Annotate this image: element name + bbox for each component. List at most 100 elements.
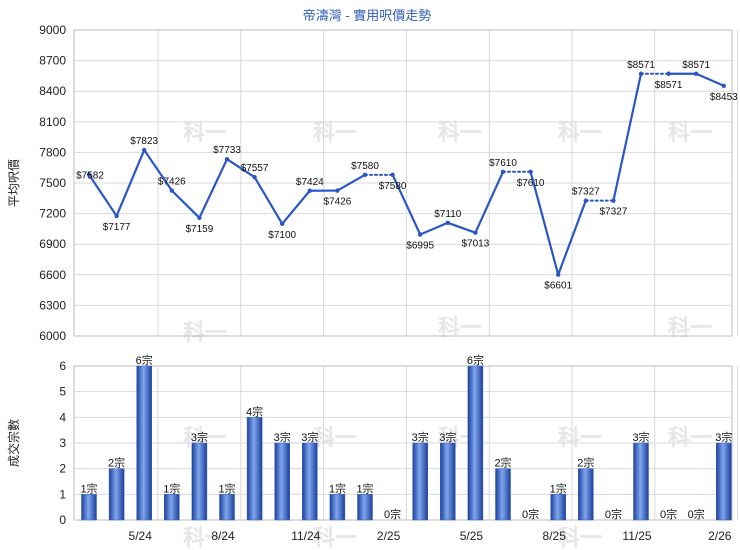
volume-bar [246,417,263,521]
volume-bar-label: 0宗 [660,507,677,521]
price-point [666,71,671,76]
price-line-segment [143,148,173,192]
volume-y-tick-label: 0 [59,513,66,527]
volume-y-axis-label: 成交宗數 [6,419,21,467]
volume-bar [136,365,152,521]
volume-y-ticks: 0 1 2 3 4 5 6 [59,359,66,527]
price-line-segment [281,189,311,225]
price-point-labels: $7582 $7177 $7823 $7426 $7159 $7733$7557 $7100… [76,60,738,292]
price-point [280,221,285,226]
price-y-tick-label: 8100 [39,115,66,129]
price-point [556,272,561,277]
watermark-text: 科一 [558,120,602,145]
price-point-label: $7557 [241,163,269,174]
watermark-text: 科一 [183,525,227,550]
price-line-segment [529,170,560,276]
volume-bar-label: 1宗 [356,481,373,495]
price-y-tick-label: 6900 [39,237,66,251]
price-y-tick-label: 7200 [39,207,66,221]
volume-bar [495,468,511,521]
price-point [362,172,368,178]
price-line-segment [474,170,505,234]
volume-bar-label: 1宗 [218,481,235,495]
volume-y-tick-label: 1 [59,487,66,501]
price-line-segment [225,158,256,179]
price-point-label: $7426 [158,177,186,188]
volume-bar [440,442,456,521]
volume-bar [81,494,97,521]
volume-bar [191,442,208,521]
price-y-axis-label: 平均呎價 [7,159,21,207]
price-line-segment [87,173,118,218]
price-point-label: $7424 [296,177,324,188]
x-tick-label: 11/24 [291,529,320,543]
price-y-ticks: 6000 6300 6600 6900 7200 7500 7800 8100 8400 8700… [39,23,66,343]
price-y-tick-label: 6000 [39,329,66,343]
price-point-label: $7610 [489,158,517,169]
volume-bar-label: 3宗 [191,430,208,444]
watermark-text: 科一 [183,320,227,345]
price-point [500,169,506,174]
price-point [114,213,119,219]
price-y-tick-label: 7500 [39,176,66,190]
volume-bar [274,442,290,521]
volume-bar-label: 2宗 [494,456,511,470]
volume-y-tick-label: 3 [59,436,66,450]
price-point-label: $7582 [76,171,104,182]
volume-y-tick-label: 6 [59,359,66,373]
x-tick-label: 11/25 [622,529,651,543]
price-point-label: $8453 [710,92,738,103]
watermark-text: 科一 [183,120,227,145]
volume-bar [467,365,484,521]
price-point [86,172,92,177]
price-point [694,71,699,76]
volume-bar-label: 1宗 [80,481,97,495]
price-point-label: $7580 [351,161,379,172]
volume-bar [578,468,594,521]
x-tick-label: 5/24 [129,529,153,543]
price-point-label: $7100 [268,230,296,241]
price-y-tick-label: 7800 [39,145,66,159]
volume-bar-label: 0宗 [605,507,622,521]
volume-bar-label: 3宗 [412,430,429,444]
price-point-label: $8571 [655,80,683,91]
volume-bar-label: 0宗 [688,507,705,521]
volume-bar-label: 1宗 [550,481,567,495]
price-point [583,198,588,203]
price-y-tick-label: 9000 [39,23,66,37]
price-point-label: $7823 [130,136,158,147]
volume-bar-label: 3宗 [274,430,291,444]
volume-bar [550,494,566,521]
x-tick-label: 8/24 [211,529,235,543]
price-point-label: $7177 [103,222,131,233]
volume-bar-label: 0宗 [384,507,401,521]
price-point-label: $6995 [406,241,434,252]
volume-bar [357,494,373,521]
price-point [528,169,533,174]
price-point-label: $7610 [517,178,545,189]
price-line-segment [557,199,587,276]
volume-bar [716,442,732,521]
price-line-segment [253,176,284,225]
price-point-label: $8571 [627,60,655,71]
volume-bar [108,468,125,521]
volume-bars [81,365,732,521]
volume-y-tick-label: 4 [59,410,66,424]
price-point-label: $7580 [379,181,407,192]
volume-bar-label: 1宗 [329,481,346,495]
price-point [611,198,616,203]
price-point-label: $7426 [323,197,351,208]
price-y-tick-label: 6600 [39,268,66,282]
price-point [335,188,340,193]
volume-bar [633,442,649,521]
price-point [638,71,644,76]
price-line-segment [170,189,201,219]
x-tick-label: 2/26 [708,529,732,543]
volume-bar-label: 6宗 [467,353,484,367]
price-plot-frame [73,29,733,337]
volume-bar [412,442,428,521]
volume-bar-label: 3宗 [439,430,456,444]
watermark-text: 科一 [668,120,712,145]
price-point-label: $7110 [434,209,462,220]
